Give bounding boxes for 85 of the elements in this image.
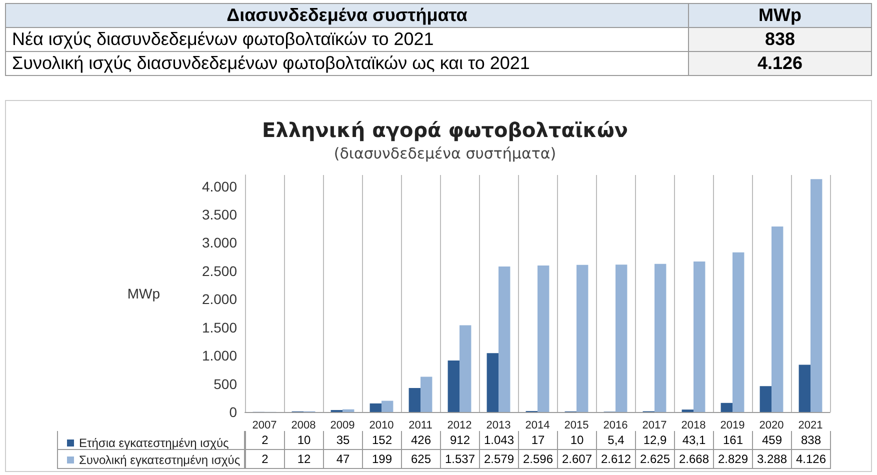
data-label: 35 (323, 431, 363, 450)
x-tick-label: 2020 (759, 420, 784, 432)
bar (616, 264, 628, 412)
bar (382, 400, 394, 412)
y-tick-label: 3.500 (202, 206, 238, 222)
bar (538, 266, 550, 412)
text: 838 (688, 28, 872, 52)
bar (448, 360, 460, 412)
bar (760, 386, 772, 412)
x-tick-label: 2014 (525, 420, 550, 432)
data-label: 912 (440, 431, 480, 450)
data-label: 426 (401, 431, 441, 450)
y-tick-label: 1.500 (202, 319, 238, 336)
data-label: 10 (284, 431, 324, 450)
y-tick-label: 2.000 (202, 291, 238, 308)
y-tick-label: 2.500 (202, 262, 238, 279)
data-label: 2.612 (596, 450, 636, 469)
y-tick-label: 1.000 (202, 348, 238, 364)
bar (654, 264, 666, 412)
data-label: 2.625 (635, 450, 675, 469)
data-label: 2.596 (518, 450, 558, 469)
legend-label: Ετήσια εγκατεστημένη ισχύς (79, 436, 230, 450)
bar (420, 376, 432, 412)
bar (772, 226, 784, 412)
data-label: 2.579 (479, 450, 519, 469)
y-tick-label: 3.000 (202, 234, 238, 251)
bar (576, 264, 588, 412)
x-tick-label: 2018 (681, 420, 706, 432)
bar (694, 261, 706, 412)
bar (408, 388, 420, 412)
legend-label: Συνολική εγκατεστημένη ισχύς (79, 453, 240, 467)
x-tick-label: 2010 (369, 420, 394, 432)
x-tick-label: 2015 (564, 420, 589, 432)
chart-subtitle: (διασυνδεδεμένα συστήματα) (334, 144, 556, 162)
data-label: 5,4 (596, 431, 636, 450)
data-label: 1.537 (440, 450, 480, 469)
data-label: 4.126 (791, 450, 831, 469)
bar (498, 266, 510, 412)
y-axis-title: MWp (127, 286, 160, 302)
text: Συνολική ισχύς διασυνδεδεμένων φωτοβολταϊκών ως και το 2021 (6, 52, 688, 76)
x-tick-label: 2012 (447, 420, 472, 432)
x-tick-label: 2007 (252, 420, 277, 432)
data-label: 625 (401, 450, 441, 469)
x-tick-label: 2008 (291, 420, 316, 432)
bar (720, 402, 732, 412)
y-tick-label: 0 (229, 404, 238, 420)
bar (798, 364, 810, 412)
x-tick-label: 2019 (720, 420, 745, 432)
data-label: 17 (518, 431, 558, 450)
data-label: 12 (284, 450, 324, 469)
data-label: 152 (362, 431, 402, 450)
data-label: 1.043 (479, 431, 519, 450)
bar (486, 353, 498, 412)
bar (342, 409, 354, 412)
data-label: 161 (713, 431, 753, 450)
data-label: 838 (791, 431, 831, 450)
data-label: 10 (557, 431, 597, 450)
data-label: 199 (362, 450, 402, 469)
text: Διασυνδεδεμένα συστήματα (6, 4, 688, 28)
bar (370, 403, 382, 412)
data-label: 2.607 (557, 450, 597, 469)
x-tick-label: 2016 (603, 420, 628, 432)
chart-title: Ελληνική αγορά φωτοβολταϊκών (262, 118, 628, 142)
data-label: 2.668 (674, 450, 714, 469)
x-tick-label: 2013 (486, 420, 511, 432)
y-tick-label: 4.000 (202, 178, 238, 194)
text: Νέα ισχύς διασυνδεδεμένων φωτοβολταϊκών το 2021 (6, 28, 688, 52)
data-label: 459 (752, 431, 792, 450)
data-label: 43,1 (674, 431, 714, 450)
data-label: 2 (245, 450, 285, 469)
text: MWp (688, 4, 872, 28)
x-tick-label: 2021 (798, 420, 823, 432)
data-label: 2.829 (713, 450, 753, 469)
x-tick-label: 2009 (330, 420, 355, 432)
bar (460, 325, 472, 412)
data-label: 12,9 (635, 431, 675, 450)
data-label: 2 (245, 431, 285, 450)
bar (810, 179, 822, 412)
x-tick-label: 2017 (642, 420, 667, 432)
y-tick-label: 500 (214, 376, 238, 392)
x-tick-label: 2011 (408, 420, 432, 432)
text: 4.126 (688, 52, 872, 76)
data-label: 3.288 (752, 450, 792, 469)
data-label: 47 (323, 450, 363, 469)
bar (732, 252, 744, 412)
